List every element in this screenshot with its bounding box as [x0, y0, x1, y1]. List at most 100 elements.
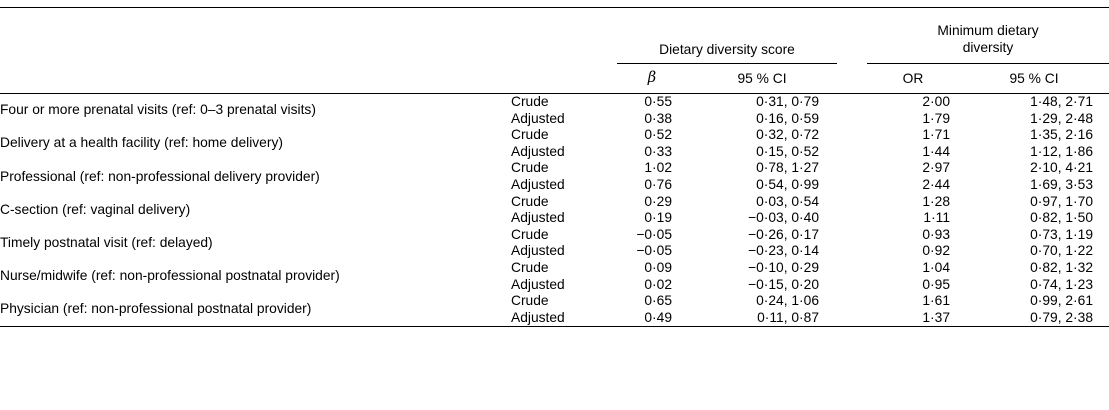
or-value: 0·92: [922, 243, 950, 259]
beta-value: 0·55: [644, 94, 672, 109]
or-value: 1·44: [922, 143, 950, 159]
group-header-dietary-diversity-score: Dietary diversity score: [617, 7, 837, 64]
or-ci-value: 1·35, 2·16: [1030, 127, 1093, 143]
table-row-crude: Nurse/midwife (ref: non-professional pos…: [0, 259, 1109, 283]
model-label-adjusted: Adjusted: [511, 210, 565, 226]
spacer-cell: [837, 260, 867, 277]
model-label-adjusted: Adjusted: [511, 176, 565, 192]
results-table: Dietary diversity score Minimum dietary …: [0, 7, 1109, 328]
group-header-row: Dietary diversity score Minimum dietary …: [0, 7, 1109, 64]
empty-header-cell: [505, 63, 617, 94]
row-label: Physician (ref: non-professional postnat…: [0, 301, 312, 317]
model-label-crude: Crude: [511, 193, 549, 209]
beta-ci-value: 0·16, 0·59: [756, 110, 819, 126]
or-value: 2·00: [922, 94, 950, 109]
or-ci-value: 0·97, 1·70: [1030, 193, 1093, 209]
or-ci-value: 0·82, 1·50: [1030, 210, 1093, 226]
model-label-adjusted: Adjusted: [511, 110, 565, 126]
beta-value: 0·65: [644, 293, 672, 309]
row-label: Delivery at a health facility (ref: home…: [0, 135, 283, 151]
table-row-crude: Timely postnatal visit (ref: delayed) Cr…: [0, 226, 1109, 250]
beta-value: −0·05: [636, 243, 672, 259]
sub-header-row: β 95 % CI OR 95 % CI: [0, 63, 1109, 94]
row-label: Timely postnatal visit (ref: delayed): [0, 235, 213, 251]
empty-header-cell: [505, 8, 617, 64]
beta-value: −0·05: [636, 226, 672, 242]
group-header-label: Dietary diversity score: [659, 42, 795, 57]
spacer-cell: [837, 194, 867, 211]
table-row-adjusted: Adjusted 0·49 0·11, 0·87 1·37 0·79, 2·38: [0, 310, 1109, 327]
column-header-beta: β: [617, 63, 687, 94]
beta-value: 0·49: [644, 309, 672, 325]
beta-value: 0·33: [644, 143, 672, 159]
model-label-crude: Crude: [511, 226, 549, 242]
model-label-adjusted: Adjusted: [511, 143, 565, 159]
table-row-crude: Four or more prenatal visits (ref: 0–3 p…: [0, 94, 1109, 117]
model-label-crude: Crude: [511, 160, 549, 176]
beta-value: 0·19: [644, 210, 672, 226]
spacer-cell: [837, 63, 867, 94]
or-ci-value: 1·48, 2·71: [1030, 94, 1093, 109]
beta-ci-value: 0·78, 1·27: [756, 160, 819, 176]
column-header-or: OR: [867, 63, 959, 94]
or-ci-value: 0·74, 1·23: [1030, 276, 1093, 292]
row-label: Professional (ref: non-professional deli…: [0, 168, 320, 184]
beta-ci-value: 0·32, 0·72: [756, 127, 819, 143]
beta-ci-value: −0·03, 0·40: [748, 210, 819, 226]
beta-value: 0·52: [644, 127, 672, 143]
or-value: 1·04: [922, 259, 950, 275]
table-body: Four or more prenatal visits (ref: 0–3 p…: [0, 94, 1109, 327]
empty-header-cell: [0, 8, 505, 64]
beta-value: 0·29: [644, 193, 672, 209]
beta-ci-value: −0·23, 0·14: [748, 243, 819, 259]
or-ci-value: 0·79, 2·38: [1030, 309, 1093, 325]
empty-header-cell: [0, 63, 505, 94]
beta-value: 0·09: [644, 259, 672, 275]
model-label-adjusted: Adjusted: [511, 243, 565, 259]
or-value: 1·37: [922, 309, 950, 325]
or-value: 2·97: [922, 160, 950, 176]
beta-value: 1·02: [644, 160, 672, 176]
spacer-cell: [837, 293, 867, 310]
table-row-adjusted: Adjusted 0·19 −0·03, 0·40 1·11 0·82, 1·5…: [0, 210, 1109, 227]
spacer-cell: [837, 177, 867, 194]
spacer-cell: [837, 277, 867, 294]
spacer-cell: [837, 111, 867, 128]
table-row-adjusted: Adjusted −0·05 −0·23, 0·14 0·92 0·70, 1·…: [0, 243, 1109, 260]
model-label-crude: Crude: [511, 259, 549, 275]
table-row-adjusted: Adjusted 0·33 0·15, 0·52 1·44 1·12, 1·86: [0, 144, 1109, 161]
spacer-cell: [837, 160, 867, 177]
or-value: 2·44: [922, 176, 950, 192]
table-header: Dietary diversity score Minimum dietary …: [0, 7, 1109, 94]
spacer-cell: [837, 227, 867, 244]
or-ci-value: 0·99, 2·61: [1030, 293, 1093, 309]
beta-ci-value: 0·11, 0·87: [757, 309, 819, 325]
model-label-adjusted: Adjusted: [511, 309, 565, 325]
spacer-cell: [837, 127, 867, 144]
spacer-cell: [837, 310, 867, 327]
table-row-adjusted: Adjusted 0·76 0·54, 0·99 2·44 1·69, 3·53: [0, 177, 1109, 194]
beta-ci-value: 0·54, 0·99: [756, 176, 819, 192]
beta-ci-value: −0·26, 0·17: [748, 226, 819, 242]
or-ci-value: 0·73, 1·19: [1030, 226, 1093, 242]
beta-value: 0·38: [644, 110, 672, 126]
beta-ci-value: 0·31, 0·79: [756, 94, 819, 109]
row-label: C-section (ref: vaginal delivery): [0, 201, 191, 217]
or-ci-value: 1·69, 3·53: [1030, 176, 1093, 192]
beta-value: 0·76: [644, 176, 672, 192]
table-row-crude: C-section (ref: vaginal delivery) Crude …: [0, 193, 1109, 217]
model-label-crude: Crude: [511, 127, 549, 143]
or-ci-value: 0·70, 1·22: [1030, 243, 1093, 259]
model-label-adjusted: Adjusted: [511, 276, 565, 292]
table-row-crude: Delivery at a health facility (ref: home…: [0, 127, 1109, 150]
or-value: 1·71: [922, 127, 950, 143]
table-row-crude: Professional (ref: non-professional deli…: [0, 160, 1109, 183]
or-ci-value: 0·82, 1·32: [1030, 259, 1093, 275]
or-value: 1·11: [923, 210, 950, 226]
beta-value: 0·02: [644, 276, 672, 292]
or-value: 0·95: [922, 276, 950, 292]
beta-ci-value: 0·03, 0·54: [756, 193, 819, 209]
or-ci-value: 2·10, 4·21: [1030, 160, 1093, 176]
or-value: 1·28: [922, 193, 950, 209]
column-header-or-ci: 95 % CI: [959, 63, 1109, 94]
